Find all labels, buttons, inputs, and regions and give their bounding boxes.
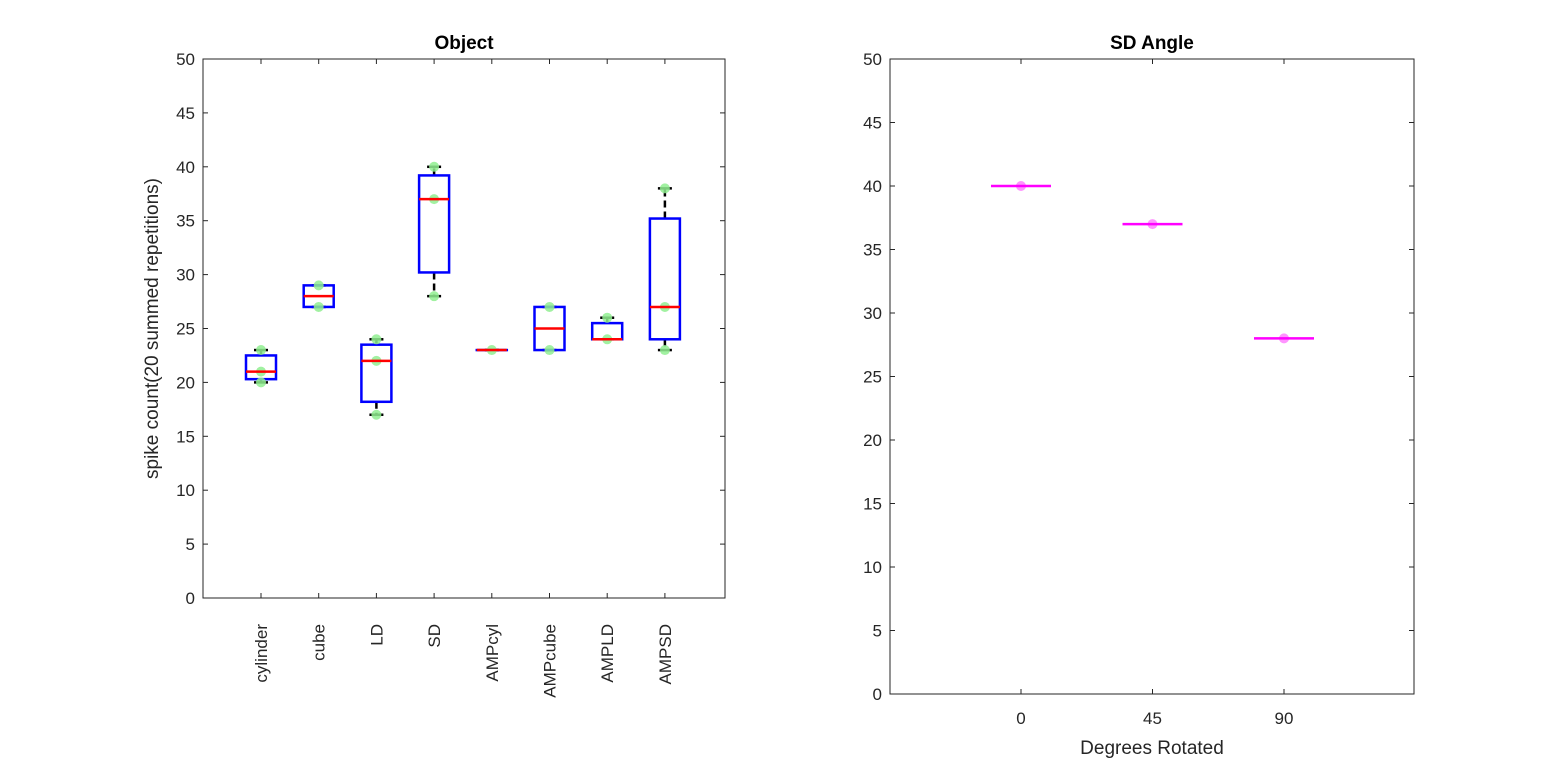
object-data-point	[371, 334, 382, 345]
object-y-tick-label: 25	[176, 320, 195, 339]
object-category-label: cube	[310, 624, 329, 661]
object-category-label: AMPcyl	[483, 624, 502, 682]
sd-angle-y-tick-label: 25	[863, 368, 882, 387]
object-y-tick-label: 50	[176, 50, 195, 69]
object-category-label: AMPcube	[541, 624, 560, 698]
object-data-point	[544, 345, 555, 356]
object-boxplot: Object spike count(20 summed repetitions…	[142, 33, 726, 698]
object-data-point	[256, 377, 266, 388]
object-data-point	[313, 301, 324, 312]
object-y-tick-label: 5	[186, 535, 195, 554]
sd-angle-y-tick-label: 40	[863, 177, 882, 196]
object-y-tick-label: 10	[176, 481, 195, 500]
sd-angle-y-tick-label: 20	[863, 431, 882, 450]
sd-angle-y-tick-label: 5	[873, 622, 882, 641]
object-category-label: LD	[367, 624, 386, 646]
sd-angle-y-tick-label: 50	[863, 50, 882, 69]
object-data-point	[371, 409, 382, 420]
sd-angle-y-tick-label: 0	[873, 685, 882, 704]
object-data-point	[602, 312, 613, 323]
object-category-label: AMPLD	[598, 624, 617, 683]
sd-angle-x-tick-label: 0	[1016, 709, 1025, 728]
object-data-point	[659, 183, 670, 194]
sd-angle-y-tick-label: 30	[863, 304, 882, 323]
object-y-tick-label: 45	[176, 104, 195, 123]
object-category-label: SD	[425, 624, 444, 648]
sd-angle-y-tick-label: 15	[863, 495, 882, 514]
object-data-point	[313, 280, 324, 291]
object-category-label: cylinder	[252, 624, 271, 683]
object-y-tick-label: 40	[176, 158, 195, 177]
object-data-point	[429, 161, 440, 172]
object-y-tick-label: 0	[186, 589, 195, 608]
sd-angle-y-tick-label: 10	[863, 558, 882, 577]
object-y-tick-label: 20	[176, 373, 195, 392]
sd-angle-chart-marks: 0 5 10 15 20 25 30 35 40 45 50 0 45 90	[863, 50, 1415, 728]
object-y-axis-label: spike count(20 summed repetitions)	[142, 178, 163, 479]
object-y-tick-label: 35	[176, 212, 195, 231]
object-chart-marks: 0 5 10 15 20 25 30 35 40 45 50 cylinder cube LD SD AMPc…	[176, 50, 726, 698]
sd-angle-boxplot: SD Angle Degrees Rotated 0 5 10 15 20 25 30 35 4…	[863, 33, 1415, 759]
object-box	[417, 174, 451, 274]
object-category-label: AMPSD	[656, 624, 675, 684]
sd-angle-x-tick-label: 90	[1275, 709, 1294, 728]
object-y-tick-label: 15	[176, 427, 195, 446]
sd-angle-x-axis-label: Degrees Rotated	[1080, 738, 1224, 759]
object-data-point	[659, 345, 670, 356]
object-box	[360, 343, 393, 404]
sd-angle-x-tick-label: 45	[1143, 709, 1162, 728]
object-chart-title: Object	[434, 33, 494, 54]
object-data-point	[429, 291, 440, 302]
object-data-point	[544, 301, 555, 312]
object-y-tick-label: 30	[176, 266, 195, 285]
sd-angle-y-tick-label: 35	[863, 241, 882, 260]
object-data-point	[256, 345, 266, 356]
sd-angle-y-tick-label: 45	[863, 114, 882, 133]
object-box	[648, 217, 682, 341]
sd-angle-chart-title: SD Angle	[1110, 33, 1194, 54]
